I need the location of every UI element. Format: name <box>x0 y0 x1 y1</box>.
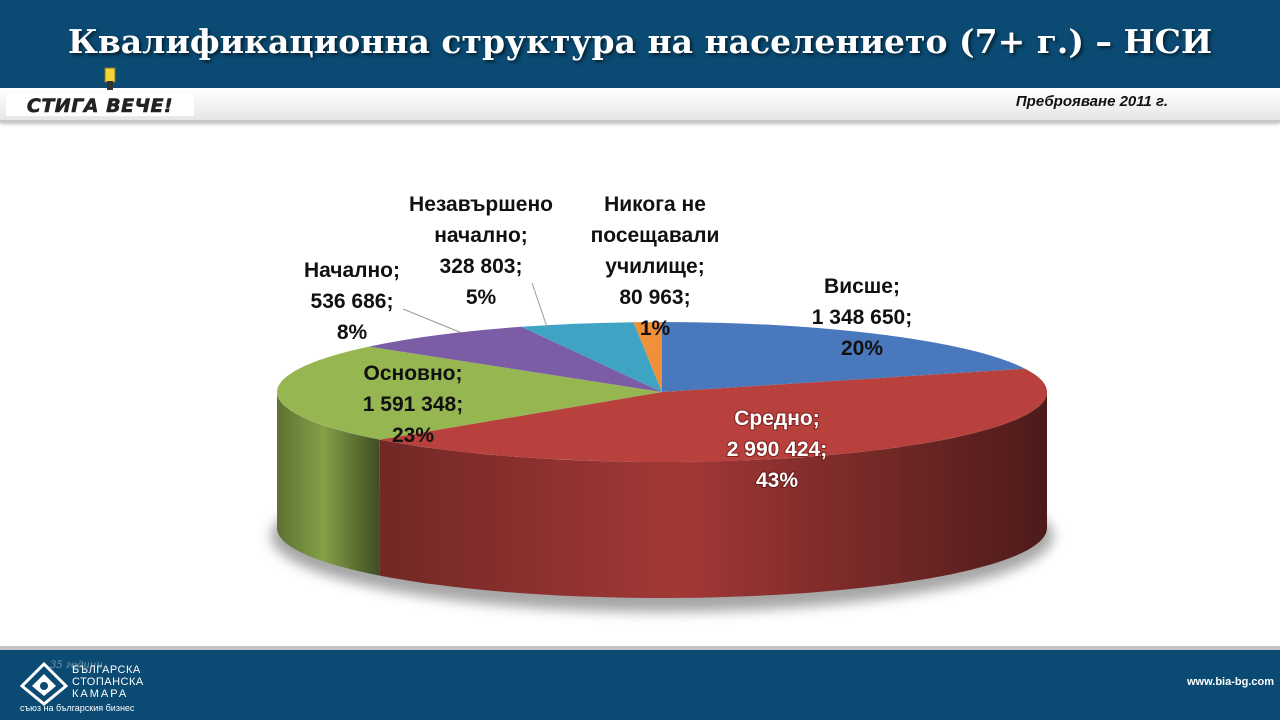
data-label-3: Начално; 536 686; 8% <box>304 259 400 344</box>
data-label-0: Висше; 1 348 650; 20% <box>812 275 912 360</box>
subheader-band <box>0 88 1280 122</box>
page-title: Квалификационна структура на населението… <box>67 22 1213 61</box>
website-link[interactable]: www.bia-bg.com <box>1187 676 1274 688</box>
census-label: Преброяване 2011 г. <box>1015 93 1168 110</box>
pie-slice-1 <box>379 368 1048 462</box>
yellow-card-icon <box>104 67 116 90</box>
pie-slice-5 <box>633 322 662 392</box>
data-label-5: Никога не посещавали училище; 80 963; 1% <box>591 193 720 340</box>
org-name-line2: СТОПАНСКА <box>72 676 144 688</box>
svg-text:СТИГА ВЕЧЕ!: СТИГА ВЕЧЕ! <box>27 95 173 117</box>
pie-slice-0 <box>662 322 1026 392</box>
anniversary-mark: 35 години <box>50 660 103 671</box>
leader-line-1 <box>531 282 548 328</box>
leader-line-0 <box>402 308 463 334</box>
data-label-2: Основно; 1 591 348; 23% <box>363 362 463 447</box>
pie-side-1 <box>379 392 1047 598</box>
pie-slice-4 <box>521 322 662 392</box>
footer-divider <box>0 646 1280 650</box>
org-name-line1: БЪЛГАРСКА <box>72 664 141 676</box>
pie-slice-2 <box>277 346 662 440</box>
bia-logo-icon <box>20 662 68 706</box>
org-name-line3: КАМАРА <box>72 688 129 700</box>
footer-bar <box>0 650 1280 720</box>
pie-slice-3 <box>369 326 662 392</box>
stiga-veche-logo: СТИГА ВЕЧЕ! <box>6 94 194 117</box>
header-bar <box>0 0 1280 88</box>
data-label-1: Средно; 2 990 424; 43% <box>727 407 827 492</box>
data-label-4: Незавършено начално; 328 803; 5% <box>409 193 553 309</box>
org-tagline: съюз на българския бизнес <box>20 703 135 713</box>
pie-side-2 <box>277 392 380 576</box>
